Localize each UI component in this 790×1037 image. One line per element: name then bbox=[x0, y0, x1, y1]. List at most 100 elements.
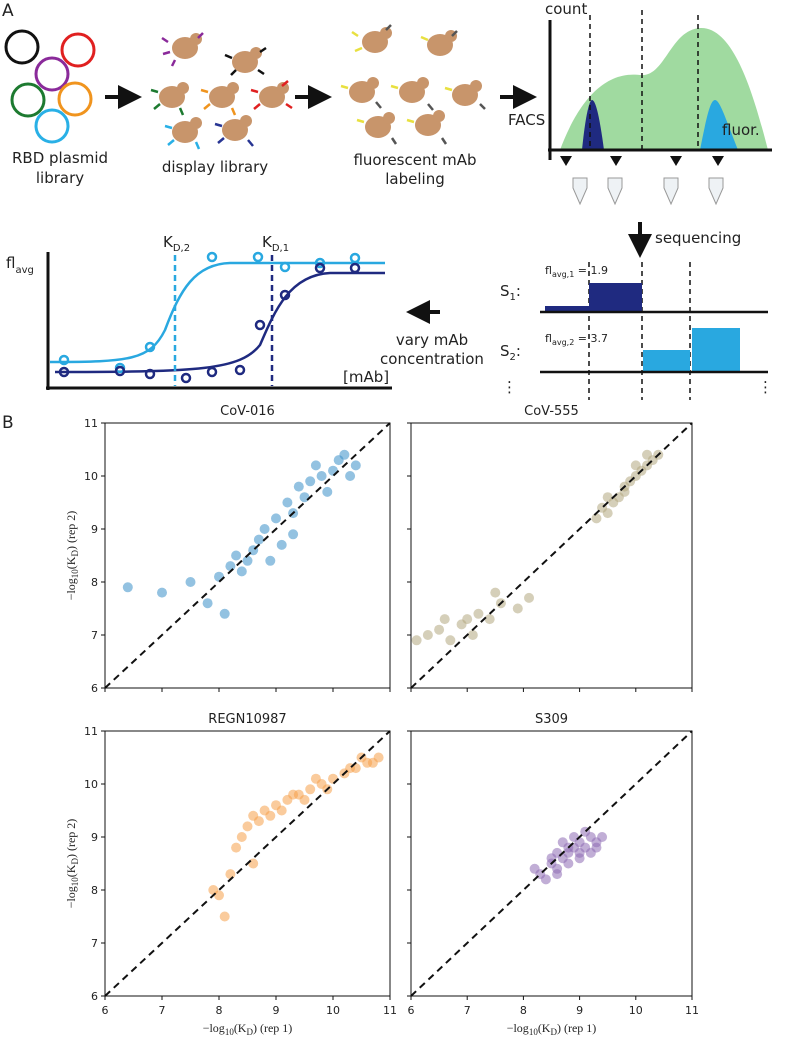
label: FACS bbox=[508, 111, 545, 129]
point bbox=[445, 635, 456, 646]
point bbox=[339, 449, 350, 460]
point bbox=[310, 460, 321, 471]
chart-title: S309 bbox=[535, 712, 568, 727]
point bbox=[462, 614, 473, 625]
text: avg,1 bbox=[552, 270, 574, 279]
point bbox=[276, 539, 287, 550]
x-tick-label: 8 bbox=[520, 1004, 527, 1017]
point bbox=[271, 513, 281, 524]
point bbox=[214, 890, 224, 901]
text: = 3.7 bbox=[574, 332, 608, 345]
text: : bbox=[516, 342, 521, 360]
text: S bbox=[500, 342, 510, 360]
diagonal bbox=[410, 730, 693, 997]
text: (K bbox=[64, 556, 78, 569]
y-tick-label: 11 bbox=[84, 725, 98, 738]
point bbox=[552, 869, 563, 880]
x-tick-label: 10 bbox=[326, 1004, 340, 1017]
text: D,2 bbox=[173, 243, 190, 254]
point bbox=[219, 608, 230, 619]
label: KD,2 bbox=[163, 233, 190, 254]
text: (K bbox=[538, 1021, 551, 1035]
point bbox=[350, 460, 361, 471]
point bbox=[529, 863, 540, 874]
text: D bbox=[70, 550, 80, 557]
labeled-cells bbox=[340, 24, 486, 145]
gates bbox=[589, 10, 699, 150]
label: KD,1 bbox=[262, 233, 289, 254]
text: 10 bbox=[529, 1027, 539, 1037]
peak bbox=[700, 100, 738, 150]
points bbox=[58, 251, 361, 374]
point bbox=[322, 486, 333, 497]
label: RBD plasmid bbox=[12, 149, 108, 167]
point bbox=[422, 630, 433, 640]
point bbox=[288, 529, 299, 540]
y-tick-label: 9 bbox=[91, 831, 98, 844]
point bbox=[473, 608, 484, 619]
ellipsis: ⋮ bbox=[758, 378, 773, 396]
point bbox=[591, 842, 602, 853]
label: S2: bbox=[500, 342, 521, 363]
plot-frame bbox=[104, 422, 391, 689]
gates bbox=[588, 262, 691, 400]
text: ) (rep 1) bbox=[557, 1021, 596, 1035]
chart-title: REGN10987 bbox=[208, 712, 286, 727]
point bbox=[630, 460, 641, 471]
text: D,1 bbox=[272, 243, 289, 254]
point bbox=[214, 571, 224, 582]
point bbox=[597, 832, 608, 842]
fit-curve bbox=[49, 261, 385, 364]
point bbox=[242, 821, 253, 832]
point bbox=[253, 816, 264, 827]
text: 10 bbox=[225, 1027, 235, 1037]
peak bbox=[582, 100, 604, 150]
read-bar bbox=[692, 328, 740, 372]
plot-frame bbox=[104, 730, 391, 997]
point bbox=[411, 635, 422, 646]
text: ) (rep 2) bbox=[64, 511, 78, 550]
diagonal bbox=[104, 730, 391, 997]
label: [mAb] bbox=[343, 368, 389, 386]
point bbox=[434, 624, 445, 635]
text: 1 bbox=[510, 292, 516, 303]
text: (K bbox=[234, 1021, 247, 1035]
point bbox=[316, 471, 327, 481]
chart-title: CoV-555 bbox=[524, 404, 579, 419]
y-tick-label: 6 bbox=[91, 682, 98, 695]
point bbox=[299, 794, 310, 805]
point bbox=[122, 582, 133, 593]
label: fluorescent mAb bbox=[353, 151, 476, 169]
point bbox=[299, 492, 310, 503]
text: (K bbox=[64, 864, 78, 877]
point bbox=[540, 874, 551, 885]
point bbox=[345, 471, 356, 481]
fit-curve bbox=[54, 271, 385, 374]
y-tick-label: 7 bbox=[91, 629, 98, 642]
text: = 1.9 bbox=[574, 264, 608, 277]
label: concentration bbox=[380, 350, 484, 368]
x-axis-label: −log10(KD) (rep 1) bbox=[507, 1021, 597, 1037]
point bbox=[288, 789, 299, 800]
label: S1: bbox=[500, 282, 521, 303]
x-tick-label: 11 bbox=[383, 1004, 397, 1017]
point bbox=[225, 561, 236, 572]
point bbox=[231, 842, 242, 853]
text: D bbox=[246, 1027, 253, 1037]
point bbox=[157, 587, 167, 598]
ellipsis: ⋮ bbox=[502, 378, 517, 396]
x-tick-label: 6 bbox=[102, 1004, 109, 1017]
y-tick-label: 6 bbox=[91, 990, 98, 1003]
point bbox=[602, 508, 613, 519]
text: fl bbox=[545, 332, 552, 345]
y-tick-label: 7 bbox=[91, 937, 98, 950]
y-tick-label: 10 bbox=[84, 470, 98, 483]
point bbox=[231, 550, 242, 561]
point bbox=[265, 810, 276, 821]
y-tick-label: 9 bbox=[91, 523, 98, 536]
label: flavg,2 = 3.7 bbox=[545, 332, 608, 347]
y-axis-label: −log10(KD) (rep 2) bbox=[64, 819, 80, 909]
point bbox=[259, 524, 270, 534]
point bbox=[328, 773, 338, 784]
